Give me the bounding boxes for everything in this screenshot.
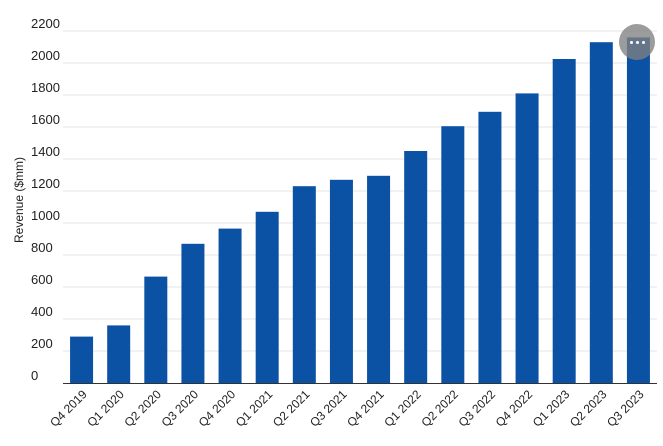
y-tick-label: 200 [31, 336, 53, 351]
bar [144, 276, 168, 383]
y-tick-label: 800 [31, 240, 53, 255]
y-tick-label: 1400 [31, 144, 60, 159]
chart-menu-button[interactable] [619, 24, 655, 60]
bar [70, 336, 94, 383]
y-tick-label: 1000 [31, 208, 60, 223]
x-tick-label: Q1 2020 [84, 387, 127, 430]
bar [107, 325, 131, 383]
x-tick-label: Q2 2022 [418, 387, 461, 430]
bar [515, 93, 539, 384]
bars [70, 37, 650, 384]
bar [404, 151, 428, 383]
bar [255, 211, 279, 383]
x-tick-label: Q4 2019 [47, 387, 90, 430]
x-tick-label: Q3 2021 [307, 387, 350, 430]
more-options-icon [619, 24, 655, 60]
x-tick-label: Q2 2020 [121, 387, 164, 430]
bar [292, 186, 316, 383]
bar [218, 228, 242, 383]
bar [367, 175, 391, 383]
x-tick-label: Q1 2021 [233, 387, 276, 430]
y-tick-label: 1200 [31, 176, 60, 191]
x-tick-label: Q1 2022 [381, 387, 424, 430]
bar [181, 243, 205, 383]
y-tick-label: 1600 [31, 112, 60, 127]
y-tick-label: 1800 [31, 80, 60, 95]
x-tick-label: Q3 2022 [456, 387, 499, 430]
y-tick-label: 600 [31, 272, 53, 287]
y-axis-ticks: 0 200 400 600 800 1000 1200 1400 1600 1800 2000 220… [31, 16, 60, 383]
x-tick-label: Q2 2021 [270, 387, 313, 430]
bar [441, 126, 465, 383]
bar [329, 179, 353, 383]
x-tick-label: Q3 2020 [159, 387, 202, 430]
y-tick-label: 2000 [31, 48, 60, 63]
bar [478, 111, 502, 384]
bar [626, 37, 650, 384]
y-tick-label: 2200 [31, 16, 60, 31]
x-tick-label: Q3 2023 [604, 387, 647, 430]
bar [552, 59, 576, 383]
x-tick-label: Q4 2022 [493, 387, 536, 430]
y-axis-title: Revenue ($mm) [12, 157, 26, 243]
bar [589, 42, 613, 383]
y-tick-label: 0 [31, 368, 38, 383]
x-tick-label: Q4 2021 [344, 387, 387, 430]
x-tick-label: Q1 2023 [530, 387, 573, 430]
x-tick-label: Q2 2023 [567, 387, 610, 430]
y-tick-label: 400 [31, 304, 53, 319]
x-tick-label: Q4 2020 [196, 387, 239, 430]
